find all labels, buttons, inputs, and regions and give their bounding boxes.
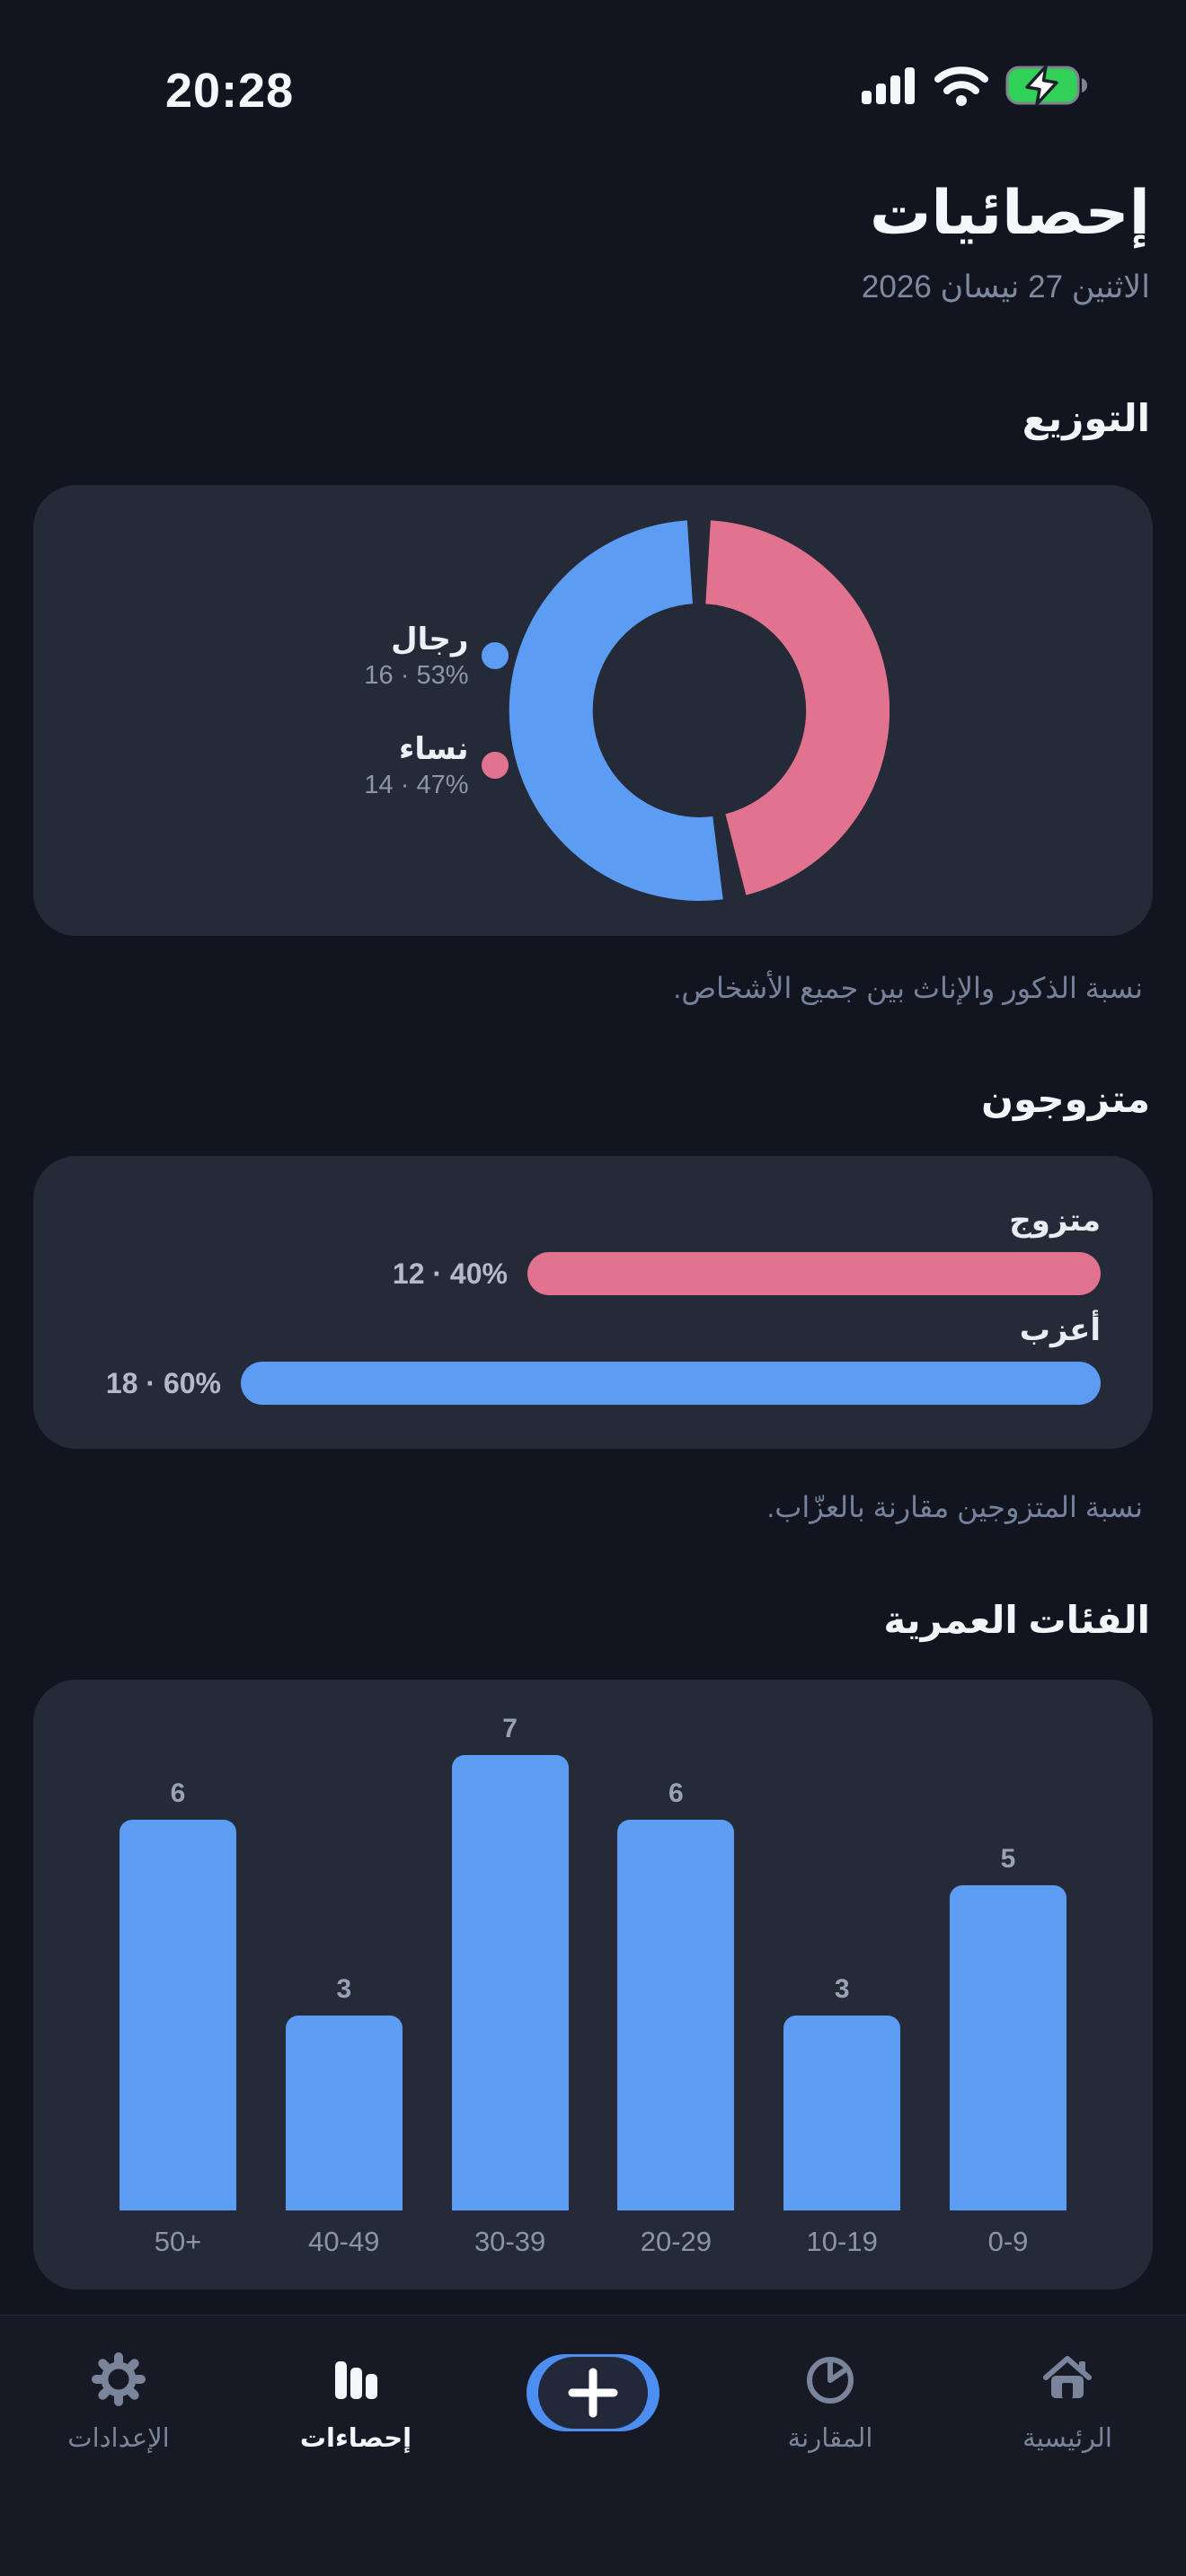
legend-text: نساء 14 · 47%	[364, 729, 468, 801]
donut-legend: رجال 16 · 53% نساء 14 · 47%	[297, 620, 509, 801]
tab-label: إحصاءات	[299, 2424, 412, 2453]
bar[interactable]	[949, 1885, 1067, 2210]
bar[interactable]	[451, 1755, 569, 2210]
hbar-label: أعزب	[1019, 1313, 1101, 1347]
page-date: الاثنين 27 نيسان 2026	[861, 269, 1150, 304]
legend-dot-icon	[481, 752, 509, 779]
tab-bar: الرئيسية المقارنة إحصاءات الإعدادات	[0, 2315, 1186, 2576]
bar[interactable]	[285, 2016, 403, 2210]
tab-label: الإعدادات	[67, 2424, 170, 2453]
bar-value-label: 6	[668, 1778, 684, 1808]
age-bar-column[interactable]: 3 40-49	[285, 1974, 403, 2259]
hbar-track: 12 · 40%	[241, 1252, 1101, 1295]
home-icon	[1039, 2350, 1096, 2409]
gender-donut-chart[interactable]	[509, 520, 890, 901]
age-bar-column[interactable]: 3 10-19	[783, 1974, 901, 2259]
age-bar-column[interactable]: 6 20-29	[617, 1778, 735, 2259]
marital-card: متزوج 12 · 40% أعزب 18 · 60%	[33, 1156, 1153, 1449]
distribution-card: رجال 16 · 53% نساء 14 · 47%	[33, 485, 1153, 936]
age-bar-chart[interactable]: 6 50+ 3 40-49 7 30-39 6 20-29 3 10-19 5 0-9	[119, 1714, 1067, 2259]
donut-segment-رجال[interactable]	[509, 520, 723, 901]
bar-value-label: 5	[1000, 1844, 1016, 1874]
gear-icon	[90, 2350, 147, 2409]
age-bar-column[interactable]: 7 30-39	[451, 1714, 569, 2259]
status-icons	[860, 65, 1090, 110]
section-title-distribution: التوزيع	[1022, 397, 1150, 439]
hbar-track: 18 · 60%	[106, 1362, 1101, 1405]
plus-icon	[538, 2357, 648, 2429]
bar-x-label: 40-49	[308, 2226, 380, 2257]
wifi-icon	[933, 65, 990, 110]
age-bar-column[interactable]: 5 0-9	[949, 1844, 1067, 2259]
bar[interactable]	[783, 2016, 901, 2210]
bar-x-label: 30-39	[474, 2226, 546, 2257]
pie-chart-icon	[801, 2350, 859, 2409]
hbar-label: متزوج	[1009, 1204, 1101, 1238]
status-time: 20:28	[165, 64, 295, 118]
legend-item[interactable]: رجال 16 · 53%	[364, 620, 509, 692]
legend-value: 14 · 47%	[364, 771, 469, 799]
bar-value-label: 3	[336, 1974, 352, 2004]
hbar-value: 12 · 40%	[392, 1257, 508, 1290]
section-title-age: الفئات العمرية	[883, 1599, 1150, 1641]
bar-value-label: 3	[834, 1974, 850, 2004]
battery-charging-icon	[1005, 65, 1090, 110]
section-title-marital: متزوجون	[981, 1078, 1150, 1120]
legend-value: 16 · 53%	[364, 661, 469, 690]
tab-home[interactable]: الرئيسية	[949, 2350, 1186, 2576]
page-title: إحصائيات	[869, 179, 1150, 247]
bar-chart-icon	[327, 2350, 385, 2409]
bar-value-label: 7	[502, 1714, 518, 1743]
hbar-fill[interactable]	[527, 1252, 1101, 1295]
legend-label: رجال	[391, 622, 469, 657]
tab-gear[interactable]: الإعدادات	[0, 2350, 237, 2576]
legend-item[interactable]: نساء 14 · 47%	[364, 729, 509, 801]
bar-x-label: 50+	[154, 2226, 202, 2257]
bar-x-label: 20-29	[640, 2226, 712, 2257]
donut-segment-نساء[interactable]	[704, 520, 890, 895]
add-button[interactable]	[527, 2354, 659, 2431]
marital-caption: نسبة المتزوجين مقارنة بالعزّاب.	[766, 1491, 1143, 1523]
tab-add	[474, 2350, 712, 2576]
bar[interactable]	[617, 1820, 735, 2210]
hbar-fill[interactable]	[241, 1362, 1101, 1405]
tab-label: الرئيسية	[1022, 2424, 1112, 2453]
distribution-caption: نسبة الذكور والإناث بين جميع الأشخاص.	[673, 972, 1143, 1004]
hbar-value: 18 · 60%	[105, 1367, 221, 1399]
legend-label: نساء	[398, 732, 469, 766]
bar[interactable]	[119, 1820, 236, 2210]
age-card: 6 50+ 3 40-49 7 30-39 6 20-29 3 10-19 5 0-9	[33, 1680, 1153, 2289]
bar-x-label: 0-9	[987, 2226, 1029, 2257]
tab-pie-chart[interactable]: المقارنة	[712, 2350, 949, 2576]
legend-dot-icon	[481, 642, 509, 669]
tab-label: المقارنة	[787, 2424, 873, 2453]
bar-value-label: 6	[170, 1778, 186, 1808]
age-bar-column[interactable]: 6 50+	[119, 1778, 236, 2259]
bar-x-label: 10-19	[806, 2226, 878, 2257]
tab-bar-chart[interactable]: إحصاءات	[237, 2350, 474, 2576]
cellular-signal-icon	[860, 66, 917, 110]
legend-text: رجال 16 · 53%	[364, 620, 468, 692]
